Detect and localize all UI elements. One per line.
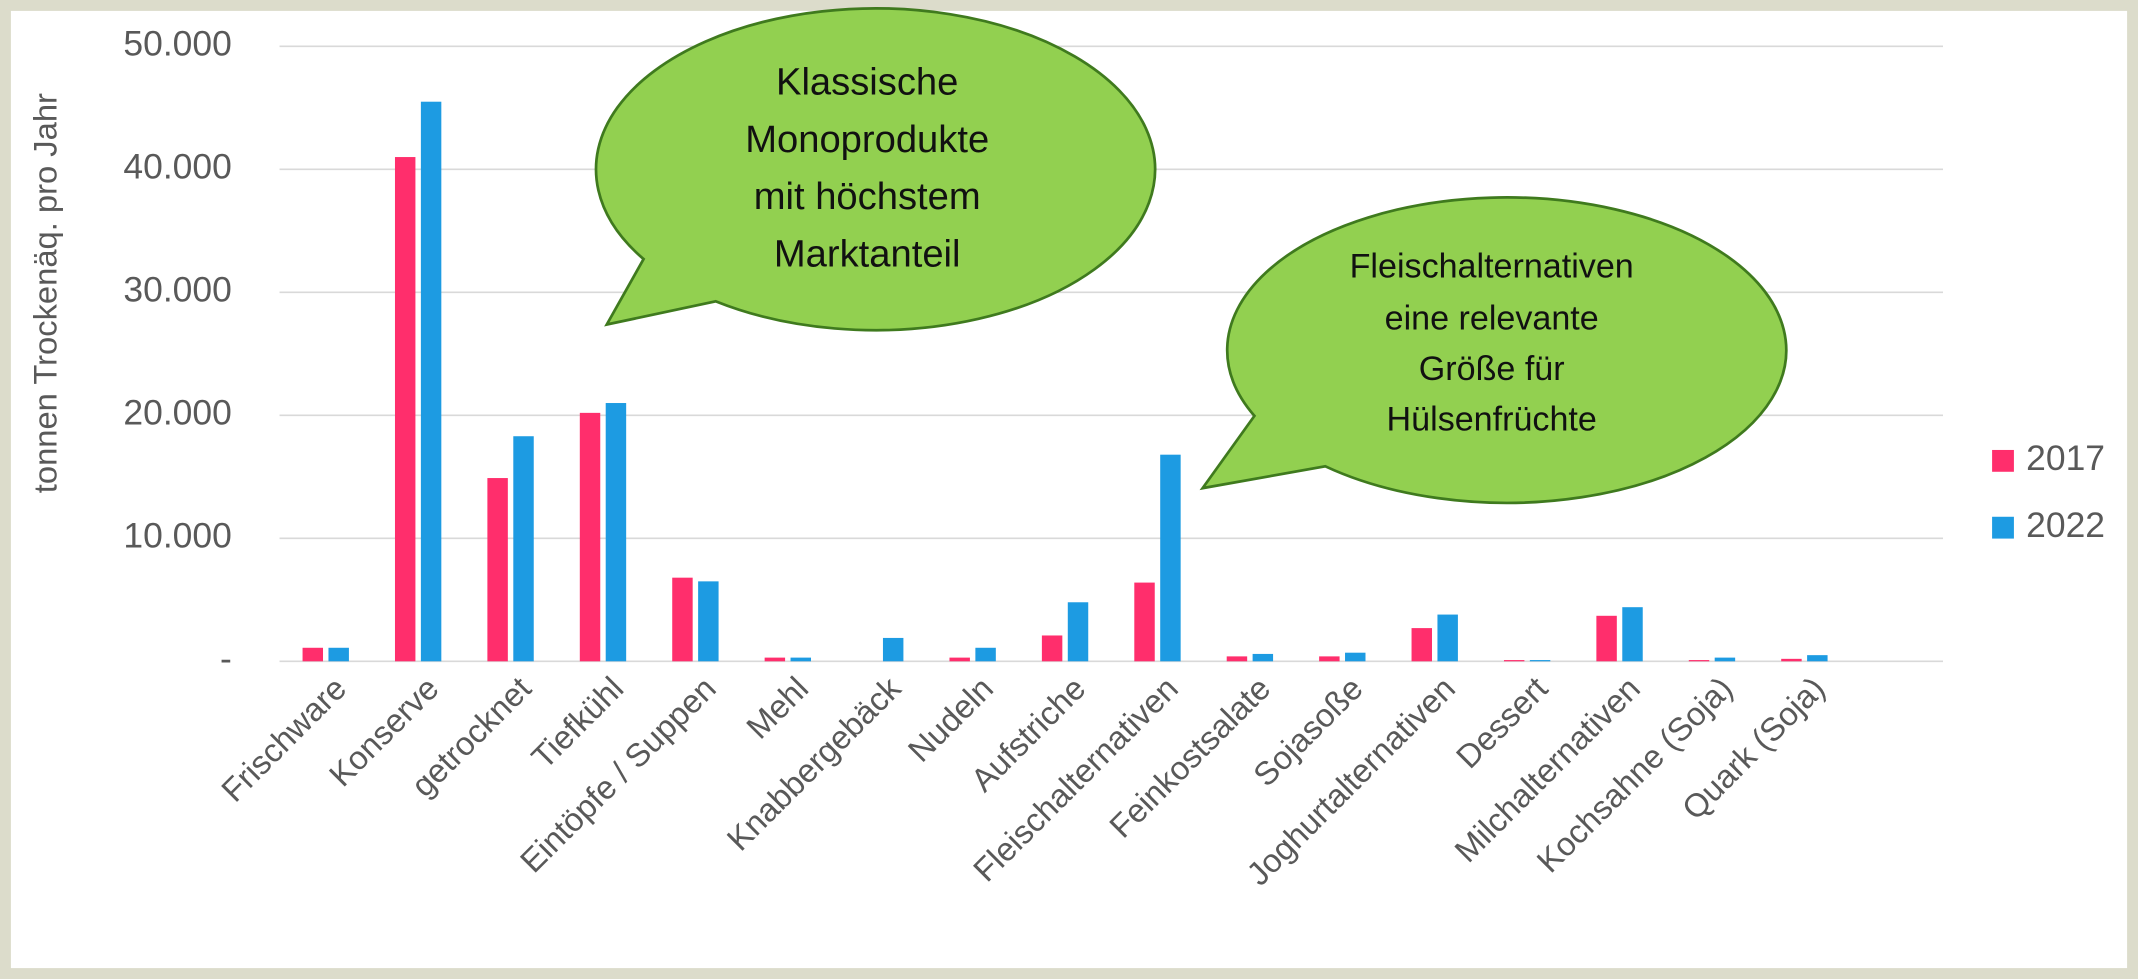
bar <box>1411 628 1432 662</box>
legend-swatch <box>1992 449 2014 472</box>
callout: Klassische Monoprodukte mit höchstem Mar… <box>594 7 1157 332</box>
bar <box>579 412 601 662</box>
bar <box>764 657 786 662</box>
bar <box>605 403 627 662</box>
bar <box>1688 660 1710 662</box>
y-tick-label: - <box>220 639 232 679</box>
y-tick-label: 40.000 <box>123 147 231 187</box>
bar <box>1807 655 1828 662</box>
callout: Fleischalternativen eine relevante Größe… <box>1199 196 1788 505</box>
bar <box>1596 615 1617 662</box>
bar <box>328 647 349 662</box>
callout-text: Monoprodukte <box>745 118 989 161</box>
y-tick-label: 20.000 <box>123 393 231 433</box>
bar <box>949 657 970 662</box>
bar <box>513 436 534 662</box>
bar <box>1345 652 1366 662</box>
callout-text: Marktanteil <box>774 232 961 275</box>
bar <box>1503 660 1525 662</box>
bar <box>1529 660 1551 662</box>
bar <box>302 647 324 662</box>
bar <box>1714 657 1736 662</box>
callout-text: eine relevante <box>1385 299 1599 337</box>
legend-swatch <box>1992 516 2014 539</box>
bar <box>790 657 811 662</box>
bar <box>1041 635 1063 662</box>
legend-label: 2017 <box>2026 438 2105 478</box>
y-tick-label: 30.000 <box>123 270 231 310</box>
bubble-shape <box>594 7 1157 332</box>
bar <box>1226 656 1248 662</box>
callout-text: Fleischalternativen <box>1350 248 1634 286</box>
bar <box>420 101 442 662</box>
bar <box>487 478 508 662</box>
callout-text: mit höchstem <box>754 175 981 218</box>
bar <box>1781 658 1802 662</box>
bar <box>672 577 693 662</box>
bar <box>1622 607 1643 662</box>
y-tick-label: 10.000 <box>123 516 231 556</box>
bar <box>975 647 996 662</box>
bar <box>882 637 904 662</box>
bar <box>1252 653 1274 662</box>
bubble-shape <box>1199 196 1788 505</box>
callout-text: Hülsenfrüchte <box>1387 400 1597 438</box>
bar <box>1319 656 1340 662</box>
callout-text: Klassische <box>776 61 958 104</box>
y-tick-label: 50.000 <box>123 24 231 64</box>
legend-label: 2022 <box>2026 505 2105 545</box>
bar <box>1160 454 1181 662</box>
callout-text: Größe für <box>1419 350 1565 388</box>
y-axis-label: tonnen Trockenäq. pro Jahr <box>26 93 63 493</box>
bar <box>394 157 416 662</box>
bar <box>1134 582 1155 662</box>
bar <box>698 581 719 662</box>
bar <box>1437 614 1458 662</box>
bar <box>1067 602 1089 662</box>
